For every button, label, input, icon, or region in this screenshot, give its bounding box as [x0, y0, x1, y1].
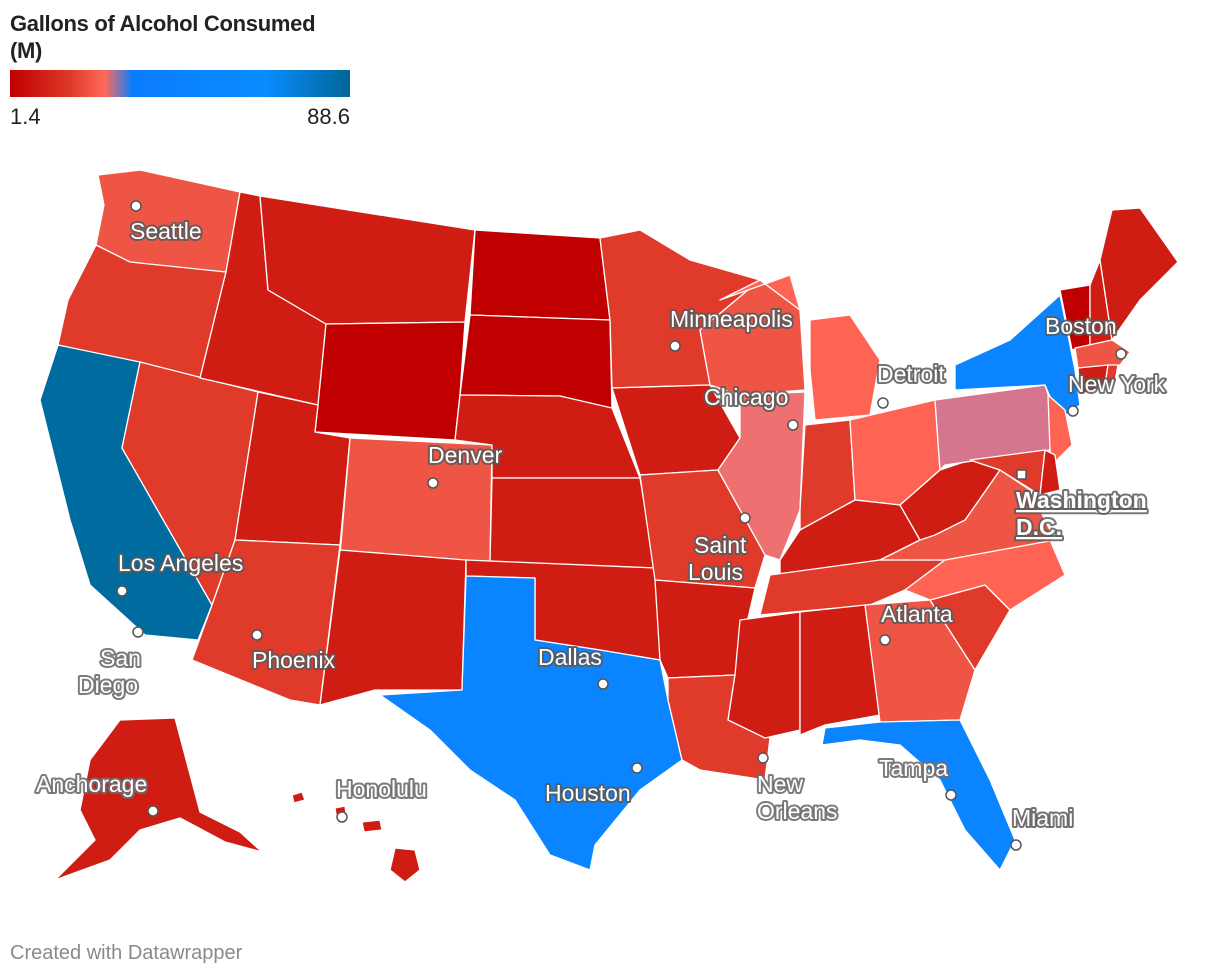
state-west-virginia[interactable]: [899, 459, 1001, 541]
city-label-phoenix: Phoenix: [252, 647, 336, 673]
city-label-san-diego: San Diego: [78, 645, 141, 698]
city-label-atlanta: Atlanta: [881, 601, 953, 627]
state-florida[interactable]: [821, 719, 1016, 871]
state-massachusetts[interactable]: [1074, 339, 1131, 369]
city-label-anchorage: Anchorage: [36, 771, 147, 797]
state-illinois[interactable]: [717, 391, 806, 561]
legend-title: Gallons of Alcohol Consumed (M): [10, 11, 316, 63]
city-markers: [116, 200, 1127, 851]
city-dot-houston[interactable]: [631, 762, 643, 774]
city-labels: Seattle Minneapolis Boston Detroit New Y…: [34, 216, 1168, 833]
state-north-dakota[interactable]: [469, 229, 611, 321]
city-label-minneapolis: Minneapolis: [670, 306, 793, 332]
city-dot-saint-louis[interactable]: [739, 512, 751, 524]
city-label-houston: Houston: [545, 780, 631, 806]
city-dot-denver[interactable]: [427, 477, 439, 489]
city-label-tampa: Tampa: [879, 755, 948, 781]
footer-credit: Created with Datawrapper: [10, 942, 243, 964]
city-dot-honolulu[interactable]: [336, 811, 348, 823]
state-kansas[interactable]: [489, 477, 656, 569]
city-dot-atlanta[interactable]: [879, 634, 891, 646]
city-label-dallas: Dallas: [538, 644, 602, 670]
state-alaska[interactable]: [54, 717, 263, 881]
state-new-york[interactable]: [954, 294, 1081, 421]
state-hawaii[interactable]: [291, 791, 421, 883]
city-dot-minneapolis[interactable]: [669, 340, 681, 352]
city-dot-dallas[interactable]: [597, 678, 609, 690]
state-new-mexico[interactable]: [319, 549, 467, 706]
state-arizona[interactable]: [191, 539, 341, 706]
legend-color-bar: [10, 70, 350, 97]
state-montana[interactable]: [259, 195, 476, 325]
city-label-chicago: Chicago: [704, 384, 788, 410]
city-label-saint-louis: Saint Louis: [688, 532, 747, 585]
city-label-detroit: Detroit: [877, 361, 945, 387]
city-dot-new-york[interactable]: [1067, 405, 1079, 417]
city-label-miami: Miami: [1012, 805, 1073, 831]
state-alabama[interactable]: [799, 604, 881, 736]
state-rhode-island[interactable]: [1104, 364, 1119, 386]
city-dot-tampa[interactable]: [945, 789, 957, 801]
city-dot-washington-dc[interactable]: [1016, 469, 1027, 480]
city-dot-chicago[interactable]: [787, 419, 799, 431]
city-label-boston: Boston: [1045, 313, 1117, 339]
legend: Gallons of Alcohol Consumed (M) 1.4 88.6: [10, 10, 350, 130]
city-dot-boston[interactable]: [1115, 348, 1127, 360]
city-label-honolulu: Honolulu: [336, 776, 427, 802]
state-texas[interactable]: [379, 575, 683, 871]
city-label-los-angeles: Los Angeles: [118, 550, 243, 576]
city-label-new-york: New York: [1068, 371, 1166, 397]
state-wyoming[interactable]: [314, 321, 466, 441]
state-mississippi[interactable]: [727, 611, 801, 739]
city-dot-seattle[interactable]: [130, 200, 142, 212]
city-label-denver: Denver: [428, 442, 502, 468]
state-new-jersey[interactable]: [1047, 394, 1073, 466]
state-delaware[interactable]: [1039, 449, 1061, 496]
state-georgia[interactable]: [864, 599, 976, 723]
city-label-washington-dc: Washington D.C.: [1016, 487, 1147, 540]
legend-min-label: 1.4: [10, 104, 41, 129]
city-dot-new-orleans[interactable]: [757, 752, 769, 764]
city-dot-san-diego[interactable]: [132, 626, 144, 638]
city-label-seattle: Seattle: [130, 218, 202, 244]
city-label-new-orleans: New Orleans: [757, 771, 838, 824]
city-dot-anchorage[interactable]: [147, 805, 159, 817]
city-dot-detroit[interactable]: [877, 397, 889, 409]
legend-max-label: 88.6: [307, 104, 350, 129]
city-dot-miami[interactable]: [1010, 839, 1022, 851]
city-dot-los-angeles[interactable]: [116, 585, 128, 597]
city-dot-phoenix[interactable]: [251, 629, 263, 641]
